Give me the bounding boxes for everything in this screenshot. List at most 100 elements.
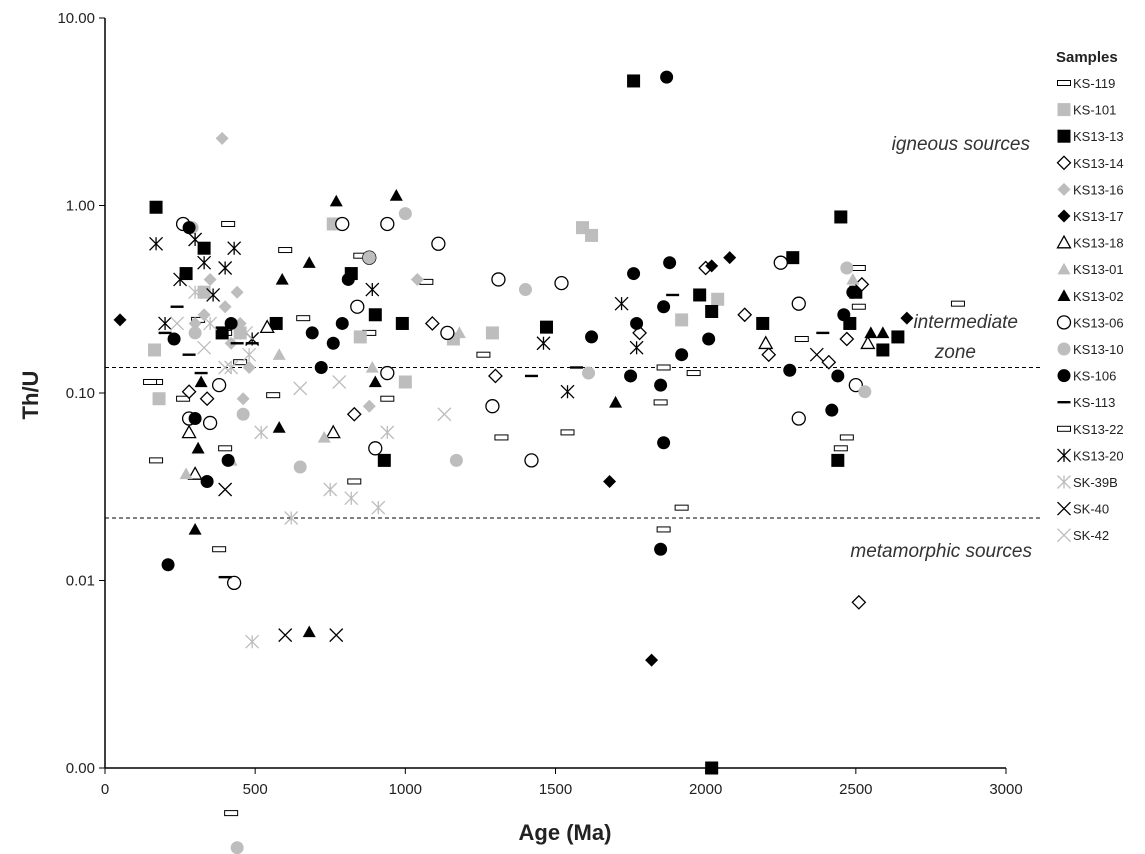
data-point — [188, 316, 202, 330]
data-point — [452, 326, 466, 339]
x-tick-label: 1500 — [539, 781, 572, 798]
data-point — [148, 343, 162, 357]
data-point — [170, 305, 184, 308]
data-point — [846, 272, 860, 285]
x-tick-label: 0 — [101, 781, 109, 798]
data-point — [353, 330, 367, 344]
data-point — [266, 392, 281, 399]
data-point — [380, 216, 395, 232]
data-point — [839, 331, 855, 347]
data-point — [846, 285, 860, 299]
data-point — [149, 457, 164, 464]
data-point — [158, 316, 173, 331]
data-point — [645, 653, 659, 667]
data-point — [182, 353, 196, 356]
data-point — [203, 316, 218, 331]
data-point — [236, 392, 250, 406]
data-point — [218, 360, 233, 375]
legend-label: KS13-06 — [1073, 315, 1124, 330]
data-point — [630, 316, 644, 330]
legend-label: KS-119 — [1073, 76, 1115, 91]
legend-marker — [1057, 80, 1071, 86]
data-point — [167, 332, 181, 346]
legend-item: SK-42 — [1057, 528, 1109, 543]
data-point — [705, 304, 719, 318]
legend-item: SK-39B — [1057, 475, 1118, 490]
legend-marker — [1057, 501, 1071, 516]
legend-item: KS13-20 — [1057, 448, 1124, 463]
x-tick-label: 1000 — [389, 781, 422, 798]
data-point — [368, 308, 382, 322]
data-point — [693, 288, 707, 302]
data-point — [199, 391, 215, 407]
data-point — [206, 288, 221, 302]
legend-marker — [1057, 103, 1071, 117]
data-point — [236, 407, 250, 421]
data-point — [149, 200, 163, 214]
data-point — [950, 300, 965, 307]
data-point — [656, 526, 671, 533]
zone-annotations: igneous sources intermediate zone metamo… — [850, 134, 1032, 562]
data-point — [560, 384, 575, 399]
data-point — [833, 445, 848, 452]
data-point — [656, 364, 671, 371]
data-point — [347, 478, 362, 485]
data-point — [259, 319, 275, 333]
legend-item: KS-113 — [1057, 395, 1115, 410]
data-point — [368, 375, 382, 388]
data-point — [570, 366, 584, 369]
data-point — [723, 251, 737, 265]
data-point — [560, 429, 575, 436]
data-point — [627, 74, 641, 88]
data-point — [675, 313, 689, 327]
data-point — [705, 259, 719, 273]
data-point — [864, 326, 878, 339]
legend-title: Samples — [1056, 49, 1118, 66]
data-point — [161, 558, 175, 572]
data-point — [831, 369, 845, 383]
axes: 0 500 1000 1500 2000 2500 3000 0.00 0.01 0.10 1.00… — [57, 10, 1022, 798]
data-point — [876, 343, 890, 357]
data-point — [431, 236, 446, 251]
data-point — [389, 188, 403, 201]
data-point — [585, 330, 599, 344]
data-point — [275, 272, 289, 285]
data-point — [365, 282, 380, 297]
data-point — [335, 216, 350, 232]
data-point — [821, 354, 837, 370]
data-point — [181, 424, 197, 439]
data-point — [365, 360, 379, 373]
data-point — [143, 378, 158, 385]
data-point — [585, 228, 599, 242]
x-tick-label: 3000 — [989, 781, 1022, 798]
data-point — [380, 365, 395, 381]
data-point — [485, 399, 500, 414]
data-point — [182, 221, 196, 235]
x-tick-label: 2000 — [689, 781, 722, 798]
data-point — [215, 326, 229, 340]
data-point — [293, 381, 308, 396]
data-point — [230, 841, 244, 854]
data-point — [218, 482, 233, 497]
plot-area — [105, 366, 1040, 519]
legend: Samples KS-119 KS-101 KS13-13 KS13-14 KS13-1… — [1056, 49, 1124, 543]
data-point — [179, 467, 193, 480]
data-point — [278, 247, 293, 254]
data-point — [305, 326, 319, 340]
legend-marker — [1056, 315, 1072, 330]
legend-marker — [1057, 182, 1071, 196]
legend-item: KS-119 — [1057, 76, 1115, 91]
data-point — [188, 326, 202, 340]
y-tick-label: 1.00 — [66, 198, 95, 215]
data-point — [839, 434, 854, 441]
data-point — [858, 385, 872, 399]
x-axis-title: Age (Ma) — [519, 820, 612, 845]
annotation-intermediate-line2: zone — [934, 342, 976, 363]
data-point — [848, 377, 863, 393]
y-axis-title: Th/U — [18, 371, 43, 420]
data-point — [488, 368, 503, 384]
legend-marker — [1056, 234, 1072, 249]
data-point — [837, 308, 851, 322]
data-point — [686, 370, 701, 377]
data-point — [113, 313, 127, 327]
